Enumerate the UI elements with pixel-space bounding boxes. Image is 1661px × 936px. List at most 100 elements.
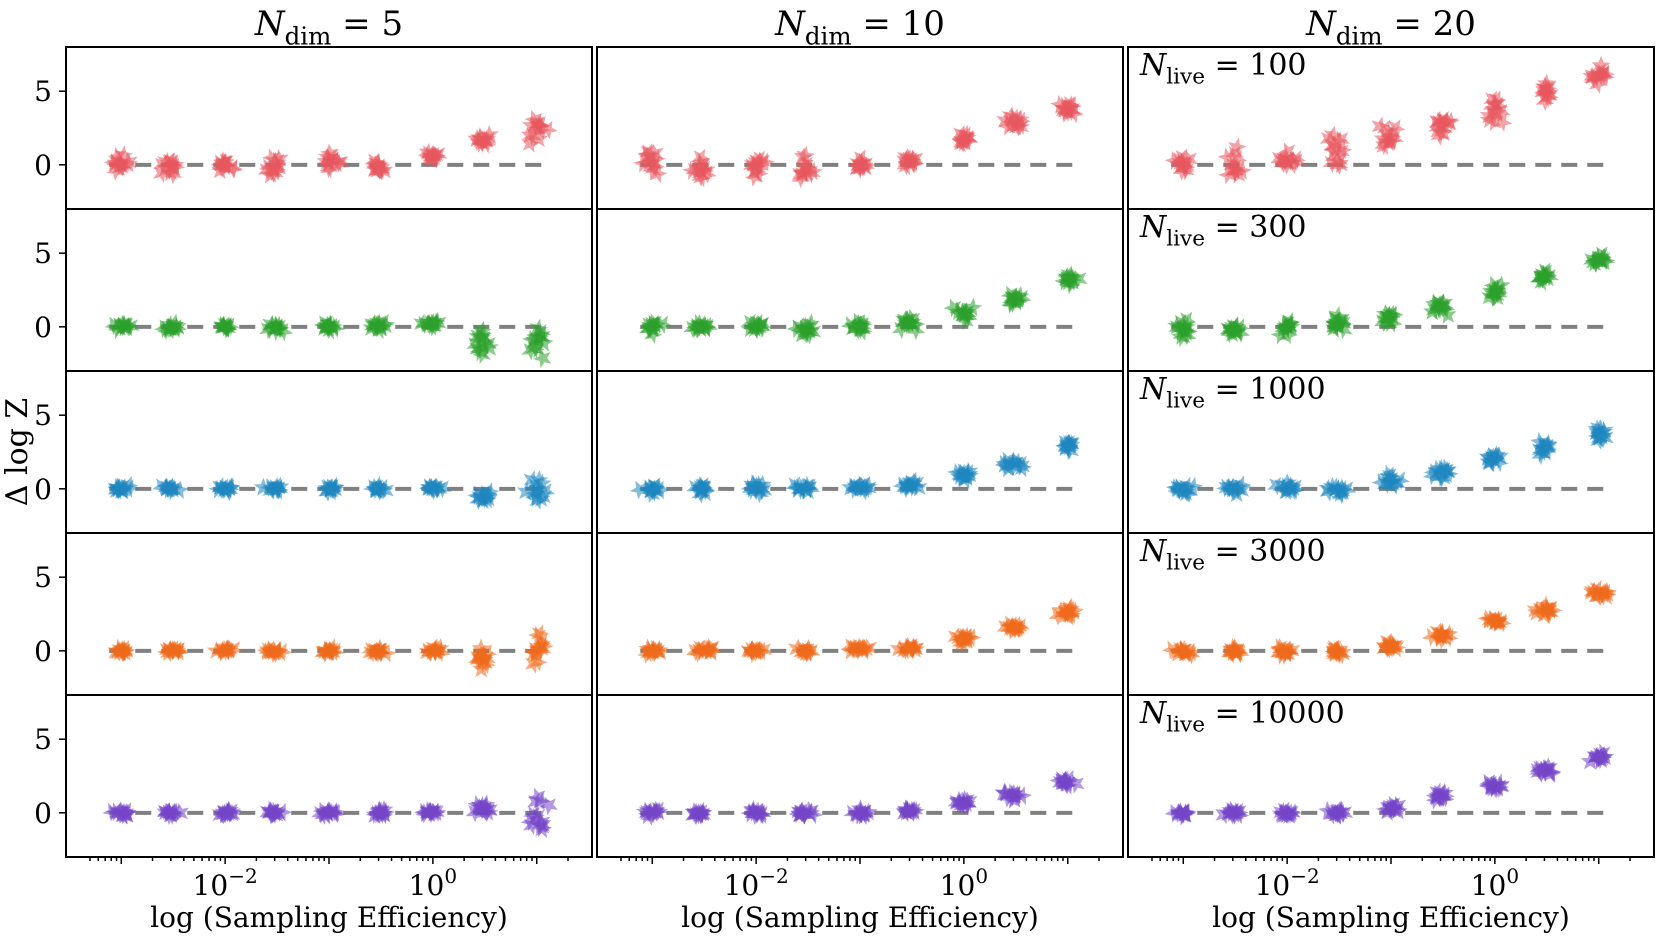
data-point <box>684 802 704 821</box>
data-point <box>898 151 918 170</box>
data-point <box>654 315 673 335</box>
data-point <box>374 161 394 180</box>
panel-2-2: Nlive = 1000 <box>1127 370 1655 534</box>
data-point <box>1482 98 1502 117</box>
data-point <box>164 804 183 823</box>
data-point <box>786 319 805 339</box>
data-point <box>682 161 702 180</box>
data-point <box>1331 130 1351 150</box>
data-point <box>422 803 442 822</box>
data-point <box>847 157 867 177</box>
data-point <box>421 146 440 166</box>
data-point <box>753 641 772 661</box>
data-point <box>629 480 649 500</box>
data-point <box>645 481 664 501</box>
panel-0-2: Nlive = 100 <box>1127 46 1655 210</box>
data-point <box>526 644 546 663</box>
data-point <box>642 484 661 504</box>
panel-4-2: Nlive = 10000 <box>1127 694 1655 858</box>
row-label-0: Nlive = 100 <box>1139 48 1307 89</box>
data-point <box>375 480 395 500</box>
data-point <box>1173 804 1193 824</box>
panel-1-1 <box>596 208 1124 372</box>
data-point <box>478 334 497 354</box>
data-point <box>1223 158 1243 177</box>
data-point <box>1010 109 1030 128</box>
panel-4-0: 05 <box>34 694 593 858</box>
data-point <box>274 642 293 662</box>
y-tick-label: 5 <box>34 561 52 594</box>
data-point <box>1229 802 1249 822</box>
data-point <box>850 316 869 336</box>
data-point <box>1371 116 1390 136</box>
panel-frame <box>596 208 1124 372</box>
row-label-4: Nlive = 10000 <box>1139 696 1345 737</box>
data-point <box>1000 456 1019 476</box>
data-point <box>1583 584 1603 603</box>
data-point <box>1477 609 1496 629</box>
y-tick-label: 0 <box>34 797 52 830</box>
data-point <box>896 310 915 330</box>
data-point <box>1596 67 1615 87</box>
data-point <box>1060 769 1080 789</box>
data-point <box>908 477 928 497</box>
data-point <box>168 318 188 338</box>
panel-3-0: 05 <box>34 532 593 696</box>
panel-frame <box>65 46 593 210</box>
data-point <box>700 641 719 660</box>
data-point <box>1056 775 1076 794</box>
data-point <box>269 149 289 168</box>
data-point <box>267 802 286 822</box>
data-point <box>470 646 489 666</box>
y-tick-label: 0 <box>34 311 52 344</box>
data-point <box>848 641 868 660</box>
data-point <box>1225 145 1244 164</box>
data-point <box>1329 150 1348 170</box>
data-point <box>532 326 551 346</box>
data-point <box>1318 478 1338 498</box>
data-point <box>472 796 492 815</box>
data-point <box>1592 426 1612 445</box>
data-point <box>525 332 544 352</box>
data-point <box>795 320 815 339</box>
data-point <box>118 802 137 821</box>
data-point <box>1272 477 1291 497</box>
x-tick-label: 10−2 <box>1255 864 1320 902</box>
data-point <box>523 470 542 490</box>
data-point <box>1286 152 1306 172</box>
data-point <box>1058 99 1078 119</box>
data-point <box>1327 641 1346 661</box>
x-tick-label: 100 <box>940 864 988 902</box>
data-point <box>529 490 548 510</box>
data-point <box>683 320 703 339</box>
data-point <box>163 154 183 173</box>
panel-1-0: 05 <box>34 208 593 372</box>
data-point <box>803 161 823 181</box>
data-point <box>1011 456 1030 476</box>
data-point <box>647 477 667 497</box>
data-point <box>644 324 663 344</box>
data-point <box>217 639 236 659</box>
data-point <box>521 133 540 153</box>
data-point <box>949 302 968 322</box>
data-point <box>1323 125 1343 145</box>
data-point <box>1434 462 1454 481</box>
data-point <box>1431 784 1451 803</box>
data-point <box>529 470 549 489</box>
data-point <box>102 802 122 822</box>
data-point <box>955 311 974 331</box>
column-title-2: Ndim = 20 <box>1305 4 1476 51</box>
data-point <box>215 479 235 499</box>
data-point <box>1000 295 1020 314</box>
data-point <box>539 796 558 816</box>
data-point <box>956 302 976 322</box>
data-point <box>112 641 131 661</box>
data-point <box>802 322 822 342</box>
data-point <box>373 317 393 337</box>
data-point <box>748 158 768 177</box>
data-point <box>1375 136 1394 155</box>
data-point <box>1527 602 1547 621</box>
data-point <box>799 325 818 345</box>
data-point <box>1061 606 1080 626</box>
